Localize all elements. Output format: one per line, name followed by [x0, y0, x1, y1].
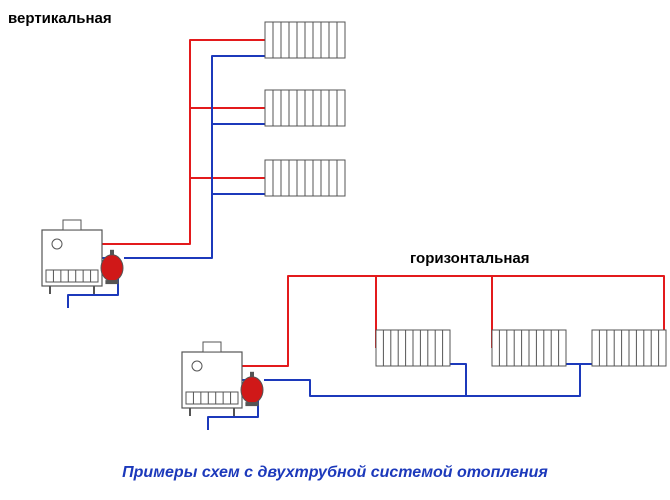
vertical-tank — [101, 250, 123, 284]
horizontal-return-pipe — [208, 364, 592, 430]
horizontal-radiators — [376, 330, 666, 366]
vertical-supply-pipe — [102, 40, 265, 244]
heating-diagram — [0, 0, 670, 500]
horizontal-tank — [241, 372, 263, 406]
vertical-boiler — [42, 220, 102, 294]
vertical-radiators — [265, 22, 345, 196]
horizontal-boiler — [182, 342, 242, 416]
